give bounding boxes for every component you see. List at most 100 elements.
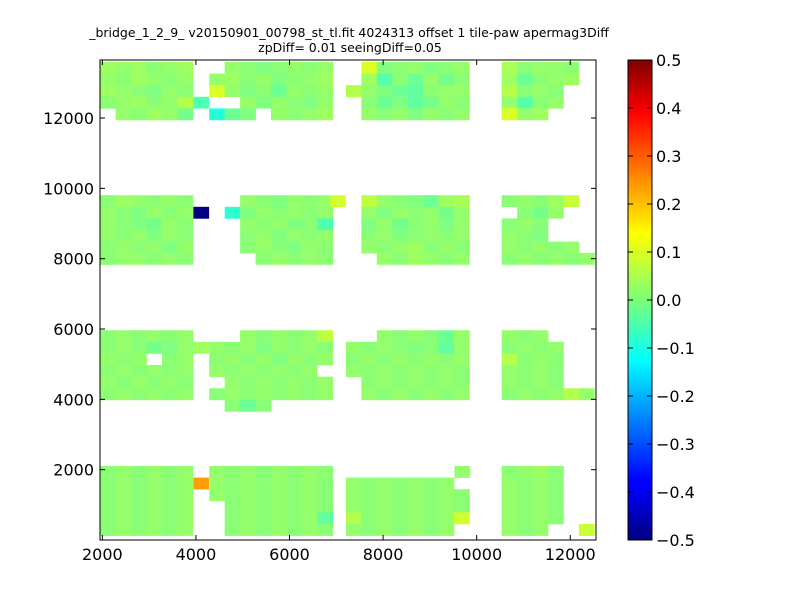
colorbar-tick-label: 0.2 [656,195,681,214]
heatmap-cell [286,512,303,525]
heatmap-cell [301,477,318,490]
heatmap-cell [271,241,287,254]
heatmap-cell [100,477,116,490]
heatmap-cell [517,96,533,109]
heatmap-cell [131,230,147,242]
heatmap-cell [115,206,132,219]
heatmap-cell [255,96,272,109]
heatmap-cell [271,252,287,265]
heatmap-cell [115,230,132,242]
heatmap-cell [517,241,533,254]
heatmap-cell [131,376,147,389]
heatmap-cell [301,512,318,525]
heatmap-cell [532,353,549,366]
heatmap-cell [100,96,116,109]
heatmap-cell [301,524,318,536]
heatmap-cell [453,96,470,109]
heatmap-cell [301,241,318,254]
heatmap-cell [271,524,287,536]
heatmap-cell [407,341,424,354]
heatmap-cell [501,108,518,121]
heatmap-cell [131,108,147,121]
heatmap-cell [131,252,147,265]
heatmap-cell [131,465,147,478]
heatmap-cell [301,218,318,231]
heatmap-cell [423,330,439,343]
heatmap-cell [177,195,194,208]
heatmap-cell [301,206,318,219]
heatmap-cell [146,465,163,478]
heatmap-cell [517,85,533,98]
heatmap-cell [146,61,163,74]
heatmap-cell [115,108,132,121]
heatmap-cell [317,524,334,536]
heatmap-cell [423,230,439,242]
heatmap-cell [115,512,132,525]
heatmap-cell [532,500,549,513]
heatmap-cell [407,376,424,389]
heatmap-cell [115,500,132,513]
heatmap-cell [240,108,256,121]
heatmap-cell [317,489,334,502]
heatmap-cell [453,218,470,231]
heatmap-cell [131,330,147,343]
heatmap-cell [224,376,241,389]
heatmap-cell [177,341,194,354]
heatmap-cell [271,341,287,354]
heatmap-cell [423,341,439,354]
heatmap-cell [376,73,393,86]
colorbar-tick-label: −0.4 [656,483,695,502]
heatmap-cell [162,524,178,536]
heatmap-cell [517,73,533,86]
heatmap-cell [501,388,518,401]
heatmap-cell [286,365,303,377]
heatmap-cell [392,73,408,86]
heatmap-cell [131,500,147,513]
heatmap-cell [115,489,132,502]
heatmap-cell [317,96,334,109]
y-tick-label: 4000 [53,390,94,409]
heatmap-cell [317,477,334,490]
heatmap-cell [376,376,393,389]
heatmap-cell [517,252,533,265]
heatmap-cell [345,524,362,536]
heatmap-cell [361,477,378,490]
heatmap-cell [392,376,408,389]
heatmap-cell [532,252,549,265]
heatmap-cell [548,206,564,219]
heatmap-cell [317,376,334,389]
heatmap-cell [146,195,163,208]
heatmap-cell [146,341,163,354]
heatmap-cell [345,85,362,98]
heatmap-cell [532,477,549,490]
heatmap-cell [517,489,533,502]
heatmap-cell [224,489,241,502]
heatmap-cell [271,500,287,513]
heatmap-cell [177,330,194,343]
heatmap-cell [361,195,378,208]
y-tick-label: 2000 [53,461,94,480]
heatmap-cell [177,108,194,121]
heatmap-cell [345,353,362,366]
heatmap-cell [301,252,318,265]
heatmap-cell [146,96,163,109]
heatmap-cell [271,96,287,109]
heatmap-cell [407,230,424,242]
heatmap-cell [407,500,424,513]
heatmap-cell [271,489,287,502]
heatmap-cell [240,241,256,254]
heatmap-cell [532,388,549,401]
heatmap-cell [407,489,424,502]
heatmap-cell [146,500,163,513]
colorbar-tick-label: −0.1 [656,339,695,358]
heatmap-cell [345,512,362,525]
heatmap-cell [162,388,178,401]
heatmap-cell [162,365,178,377]
heatmap-cell [532,365,549,377]
heatmap-cell [563,195,580,208]
heatmap-cell [146,108,163,121]
heatmap-cell [115,365,132,377]
heatmap-cell [563,61,580,74]
heatmap-cell [224,399,241,412]
heatmap-cell [563,252,580,265]
